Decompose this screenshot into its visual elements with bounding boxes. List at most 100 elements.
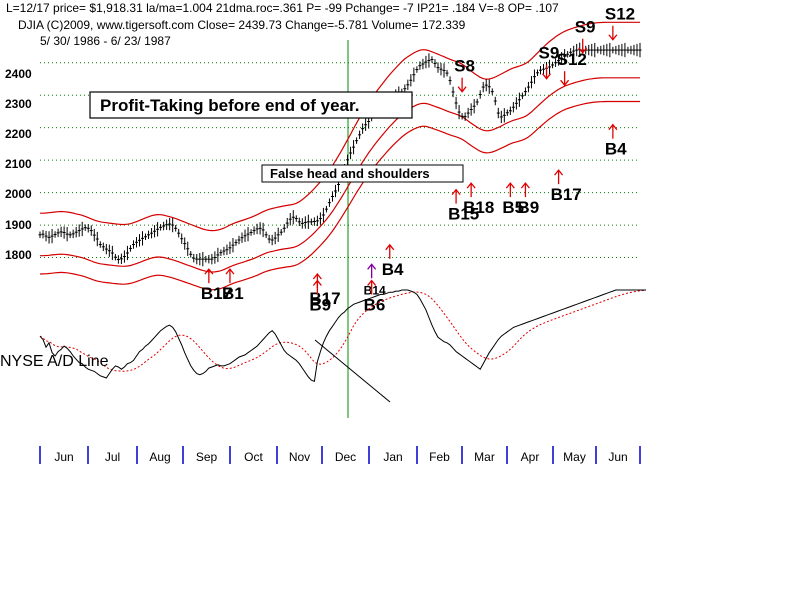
price-bar [110,245,114,261]
price-bar [590,43,594,57]
signal-arrow-head [457,86,467,93]
signal-b5: B5 [502,182,524,217]
month-label: Apr [521,450,540,464]
price-bar [116,255,120,264]
price-bar [141,231,145,246]
signal-arrow-head [312,272,322,280]
price-bar [632,44,636,56]
price-bar [306,214,310,229]
price-bar [502,108,506,123]
price-bar [442,63,446,78]
price-bar [177,228,181,238]
signal-label: B4 [382,260,404,279]
price-bar [406,79,410,90]
price-bar [472,99,476,114]
month-label: Sep [196,450,218,464]
price-bar [330,191,334,202]
price-bar [234,239,238,246]
signal-label: S12 [557,50,587,69]
signal-b17: B17 [551,169,582,204]
signal-s9: S9 [539,44,560,80]
price-bar [511,102,515,113]
price-bar [270,234,274,246]
price-bar [273,231,277,245]
price-bar [243,229,247,242]
profit-taking-text: Profit-Taking before end of year. [100,96,359,115]
price-bar [418,61,422,70]
month-axis: Jun Jul Aug Sep Oct Nov Dec Jan Feb Mar Apr May Jun [39,446,641,464]
signal-label: S9 [575,18,596,37]
price-bar [478,90,482,99]
price-bar [554,58,558,67]
ad-line [39,289,646,382]
price-bar [282,224,286,233]
price-bar [131,240,135,249]
price-bar [162,221,166,231]
price-bar [602,44,606,56]
price-bar [156,222,160,237]
price-bar [225,244,229,255]
price-bar [44,230,48,242]
month-label: Jan [383,450,402,464]
price-bar [189,251,193,258]
month-label: Feb [429,450,450,464]
price-bar [147,230,151,240]
price-bar [445,69,449,77]
price-bar [134,237,138,248]
price-bar [95,231,99,247]
price-bar [638,42,642,58]
price-bar [532,69,536,84]
price-bar [104,243,108,255]
price-bar [186,241,190,256]
price-bar [539,65,543,75]
price-bar [50,228,54,244]
signal-label: S9 [539,44,560,63]
false-head-shoulders-box: False head and shoulders [261,164,464,183]
price-bar [113,253,117,261]
signal-arrow-head [608,34,618,41]
signal-arrow-head [385,243,395,251]
price-bar [505,109,509,116]
price-bar [526,81,530,93]
month-label: Jun [608,450,627,464]
price-bar [125,245,129,261]
price-bar [207,254,211,264]
signal-label: B9 [517,198,539,217]
price-bar [412,67,416,82]
price-bar [213,251,217,264]
profit-taking-box-border [89,91,413,119]
price-bar [617,44,621,56]
month-label: Jun [54,450,73,464]
price-bar [219,249,223,256]
price-bar [421,58,425,70]
header-line-3: 5/ 30/ 1986 - 6/ 23/ 1987 [40,34,171,48]
price-bar [569,48,573,57]
signal-s9: S9 [575,18,596,54]
signal-label: B17 [551,185,582,204]
signal-label: B18 [463,198,494,217]
ad-line-ma [39,289,647,372]
price-bar [346,154,350,165]
price-bar [264,231,268,239]
y-tick-labels: 2400 2300 2200 2100 2000 1900 1800 [5,67,32,262]
price-bar [563,49,567,64]
price-bar [324,205,328,213]
price-bar [89,225,93,236]
price-bar [364,118,368,131]
price-bar [300,218,304,229]
price-bar [430,56,434,63]
price-bar [279,228,283,236]
signal-b4: B4 [382,243,404,279]
price-bar [605,43,609,57]
price-bar [86,224,90,233]
signal-arrow-head [505,182,515,189]
price-bar [294,215,298,222]
lower-band [40,77,640,273]
price-bar [557,55,561,66]
price-bar [358,130,362,140]
price-bar [47,231,51,244]
price-bar [493,96,497,106]
signal-label: B15 [448,205,479,224]
